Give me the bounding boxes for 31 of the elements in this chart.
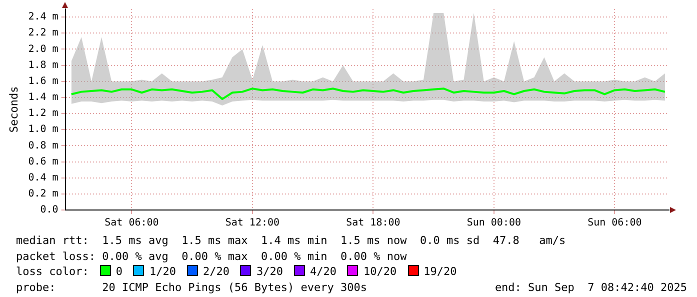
y-tick-label: 2.0 m — [28, 44, 58, 55]
legend-label: 0 — [114, 265, 122, 278]
y-tick-label: 0.4 m — [28, 172, 58, 184]
y-tick-label: 0.2 m — [28, 188, 58, 200]
y-tick-label: 0.0 — [40, 204, 58, 216]
text: end: Sun Sep 7 08:42:40 2025 — [494, 280, 687, 295]
x-tick-label: Sat 06:00 — [104, 218, 159, 229]
text: median rtt: 1.5 ms avg 1.5 ms max 1.4 ms min 1.5 ms now 0.0 ms sd 47.8 am/s — [16, 233, 567, 248]
x-tick-label: Sat 12:00 — [225, 218, 280, 229]
x-tick-label: Sun 00:00 — [466, 218, 522, 229]
y-tick-label: 2.2 m — [28, 28, 58, 39]
y-tick-label: 1.6 m — [28, 76, 58, 87]
legend-label: 2/20 — [202, 265, 230, 278]
legend-label: 10/20 — [362, 265, 397, 278]
legend-label: 19/20 — [422, 265, 457, 278]
y-tick-label: 1.0 m — [28, 124, 58, 136]
y-tick-label: 0.8 m — [28, 140, 58, 152]
y-tick-label: 1.8 m — [28, 60, 58, 71]
legend-label: 4/20 — [308, 265, 336, 278]
y-tick-label: 1.2 m — [28, 108, 58, 120]
text: packet loss: 0.00 % avg 0.00 % max 0.00 % min 0.00 % now — [16, 248, 408, 264]
legend-title: loss color: — [16, 265, 89, 278]
y-axis-title: Seconds — [7, 86, 20, 133]
x-tick-label: Sun 06:00 — [588, 218, 642, 229]
text: probe: 20 ICMP Echo Pings (56 Bytes) every 300s — [16, 280, 367, 294]
y-tick-label: 0.6 m — [28, 156, 58, 168]
y-tick-label: 1.4 m — [28, 92, 58, 104]
x-tick-label: Sat 18:00 — [346, 218, 400, 229]
legend-label: 1/20 — [148, 265, 176, 278]
legend-label: 3/20 — [255, 265, 283, 278]
y-tick-label: 2.4 m — [28, 12, 58, 23]
